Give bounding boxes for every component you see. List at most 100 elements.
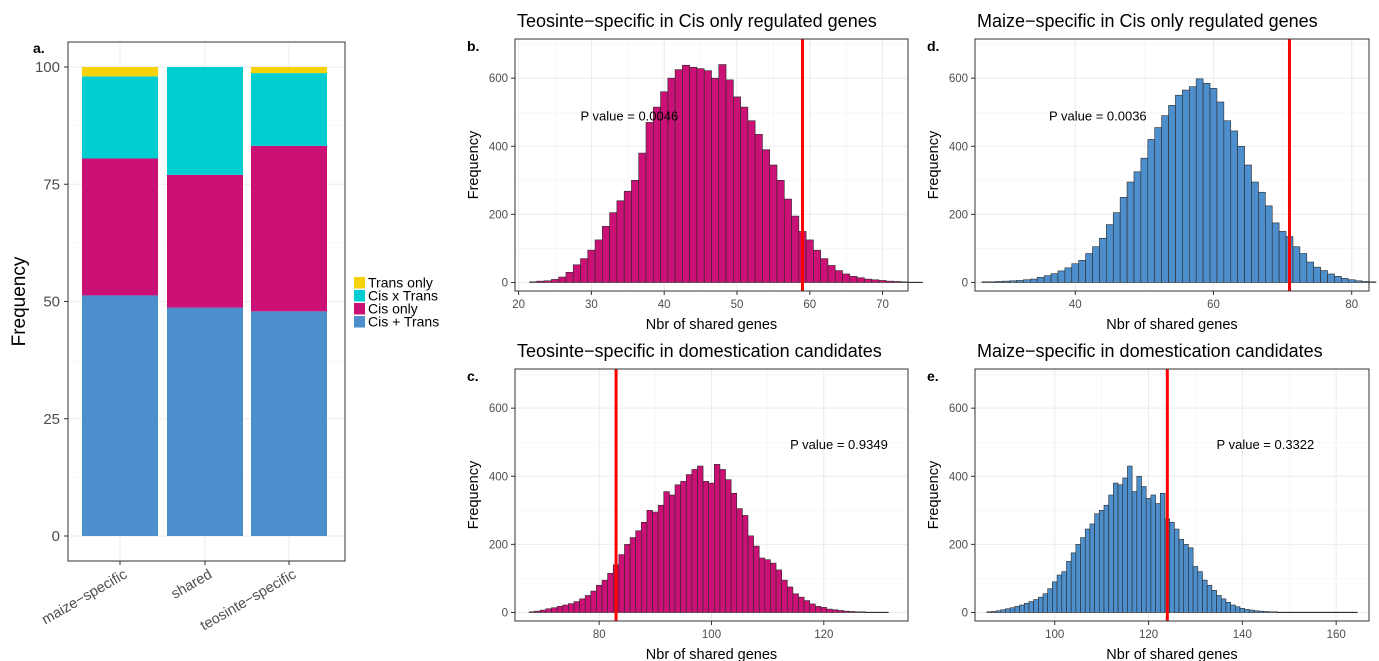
histogram-bar [580, 258, 589, 283]
histogram-bar [689, 66, 698, 283]
histogram-bar [827, 265, 836, 283]
histogram-bar [558, 276, 567, 283]
histogram-bar [1136, 475, 1142, 613]
y-tick-label: 200 [489, 209, 508, 221]
legend-label: Cis + Trans [368, 314, 439, 330]
histogram-bar [1174, 528, 1180, 613]
plot-border [514, 38, 909, 292]
histogram-bar [1009, 607, 1016, 613]
histogram-bar [856, 277, 865, 283]
histogram-bar [764, 559, 771, 613]
histogram-bar [865, 611, 872, 613]
x-tick-label: 100 [702, 629, 721, 641]
histogram-bar [837, 610, 844, 613]
histogram-bar [1108, 494, 1114, 613]
histogram-bar [1089, 523, 1095, 613]
histogram-bar [1251, 181, 1259, 283]
histogram-bar [900, 281, 909, 283]
histogram-bar [1225, 601, 1231, 613]
histogram-bar [792, 593, 799, 613]
histogram-bar [1319, 611, 1325, 613]
histogram-bar [781, 579, 788, 613]
histogram-bar [1085, 253, 1093, 283]
stacked-bar-segment [251, 145, 327, 312]
histogram-bar [1306, 261, 1315, 283]
y-tick-label: 600 [489, 73, 508, 85]
histogram-bar [1249, 609, 1255, 613]
histogram-bar [629, 537, 637, 613]
histogram-bar [1112, 212, 1121, 283]
histogram-bar [1267, 611, 1274, 613]
x-tick-label: 140 [1233, 629, 1252, 641]
histogram-bar [914, 281, 923, 283]
histogram-bar [1078, 260, 1086, 283]
y-axis-title: Frequency [926, 130, 942, 199]
histogram-bar [1056, 574, 1063, 613]
stacked-bar-segment [82, 76, 158, 159]
histogram-bar [1197, 571, 1203, 613]
histogram-bar [1023, 602, 1030, 613]
histogram-bar [725, 479, 732, 613]
histogram-bar [826, 608, 833, 613]
x-axis-title: Nbr of shared genes [1106, 647, 1237, 661]
histogram-bar [1216, 101, 1225, 283]
histogram-bar [609, 212, 618, 283]
x-tick-label: 60 [803, 299, 816, 311]
histogram-bar [1175, 94, 1183, 283]
histogram-bar [1334, 276, 1342, 283]
chart-title: Teosinte−specific in Cis only regulated … [517, 11, 877, 31]
histogram-bar [1098, 510, 1105, 613]
y-tick-label: 600 [949, 73, 968, 85]
histogram-bar [1314, 611, 1321, 613]
histogram-bar [1036, 277, 1045, 283]
histogram-bar [1103, 504, 1109, 613]
histogram-bar [1272, 611, 1278, 613]
histogram-bar [1188, 547, 1194, 613]
histogram-bar [1145, 498, 1152, 613]
histogram-bar [556, 606, 564, 613]
histogram-bar [1023, 279, 1031, 283]
histogram-bar [1070, 552, 1077, 613]
histogram-bar [1258, 610, 1264, 613]
histogram-bar [1084, 528, 1091, 613]
histogram-bar [1127, 465, 1133, 613]
histogram-chart: P value = 0.0036 0 200 400 600 40 60 80 Maize−sp… [926, 11, 1377, 333]
histogram-bar [1244, 164, 1252, 283]
histogram-bar [674, 484, 681, 613]
histogram-bar [1147, 139, 1156, 283]
histogram-bar [1050, 273, 1059, 283]
histogram-bar [1230, 130, 1238, 283]
histogram-bar [849, 276, 858, 283]
x-tick-label: 160 [1327, 629, 1346, 641]
x-tick-label: 40 [658, 299, 671, 311]
x-tick-label: maize−specific [39, 567, 130, 629]
histogram-bar [791, 215, 800, 283]
histogram-bar [1265, 205, 1273, 283]
histogram-bar [543, 280, 552, 283]
plot-border [974, 38, 1370, 292]
histogram-bar [1211, 590, 1217, 613]
histogram-bar [1080, 537, 1086, 613]
legend-swatch [354, 277, 365, 289]
histogram-chart: P value = 0.9349 0 200 400 600 80 100 120 Teosin… [466, 341, 909, 661]
histogram-bar [1368, 281, 1377, 283]
histogram-bar [1000, 609, 1006, 613]
x-tick-label: 40 [1069, 299, 1082, 311]
panel-label: e. [927, 368, 939, 384]
histogram-bar [1071, 263, 1079, 283]
histogram-bar [1342, 611, 1349, 613]
histogram-bar [697, 465, 704, 613]
histogram-bar [1354, 280, 1363, 283]
p-value-annotation: P value = 0.0036 [1049, 109, 1147, 124]
histogram-bar [1122, 477, 1128, 613]
histogram-bar [711, 77, 720, 283]
histogram-bar [813, 249, 821, 283]
histogram-bar [1042, 593, 1049, 613]
x-tick-label: 20 [512, 299, 525, 311]
y-tick-label: 600 [949, 403, 968, 415]
histogram-bar [1327, 273, 1335, 283]
histogram-bar [663, 491, 670, 613]
legend-swatch [354, 303, 365, 315]
